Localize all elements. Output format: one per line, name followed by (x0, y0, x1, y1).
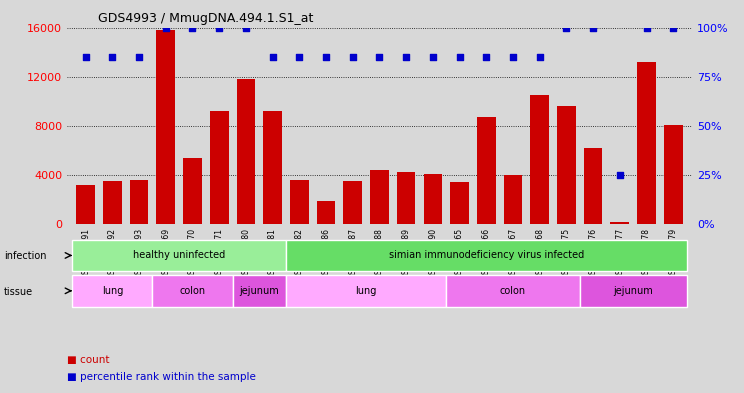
Text: GSM1249377: GSM1249377 (615, 228, 624, 279)
Text: GSM1249365: GSM1249365 (455, 228, 464, 279)
Point (320, 54, 332, 60)
Bar (72, 275, 153, 307)
Point (373, 54, 385, 60)
Bar (286, 275, 446, 307)
Bar (210, 111, 228, 224)
Text: GSM1249387: GSM1249387 (348, 228, 357, 279)
Point (133, 54, 145, 60)
Bar (637, 62, 656, 224)
Text: GSM1249378: GSM1249378 (642, 228, 651, 279)
Text: lung: lung (102, 286, 123, 296)
Text: GSM1249388: GSM1249388 (375, 228, 384, 279)
Bar (584, 148, 603, 224)
Bar (233, 275, 286, 307)
Point (507, 54, 519, 60)
Point (214, 24, 225, 31)
Point (560, 24, 572, 31)
Bar (397, 173, 415, 224)
Point (187, 24, 199, 31)
Bar (153, 275, 233, 307)
Bar (664, 125, 682, 224)
Point (533, 54, 545, 60)
Point (266, 54, 278, 60)
Text: GSM1249381: GSM1249381 (268, 228, 277, 279)
Text: GSM1249379: GSM1249379 (669, 228, 678, 279)
Point (400, 54, 412, 60)
Text: GSM1249366: GSM1249366 (482, 228, 491, 279)
Point (614, 172, 626, 178)
Text: ■ percentile rank within the sample: ■ percentile rank within the sample (67, 372, 256, 382)
Bar (446, 275, 580, 307)
Bar (156, 30, 175, 224)
Text: GSM1249382: GSM1249382 (295, 228, 304, 279)
Point (347, 54, 359, 60)
Text: GSM1249380: GSM1249380 (241, 228, 251, 279)
Text: colon: colon (500, 286, 526, 296)
Bar (370, 170, 389, 224)
Bar (580, 275, 687, 307)
Text: GSM1249371: GSM1249371 (215, 228, 224, 279)
Point (427, 54, 439, 60)
Point (293, 54, 305, 60)
Text: healthy uninfected: healthy uninfected (133, 250, 225, 261)
Text: GDS4993 / MmugDNA.494.1.S1_at: GDS4993 / MmugDNA.494.1.S1_at (98, 12, 313, 25)
Point (481, 54, 493, 60)
Text: jejunum: jejunum (613, 286, 653, 296)
Bar (611, 222, 629, 224)
Bar (557, 106, 576, 224)
Text: GSM1249370: GSM1249370 (188, 228, 197, 279)
Bar (77, 185, 95, 224)
Bar (317, 201, 336, 224)
Bar (72, 239, 286, 271)
Bar (477, 117, 496, 224)
Text: GSM1249369: GSM1249369 (161, 228, 170, 279)
Bar (263, 111, 282, 224)
Point (667, 24, 679, 31)
Point (587, 24, 599, 31)
Point (641, 24, 652, 31)
Bar (237, 79, 255, 224)
Text: colon: colon (179, 286, 205, 296)
Text: ■ count: ■ count (67, 354, 109, 365)
Bar (344, 181, 362, 224)
Bar (286, 239, 687, 271)
Text: GSM1249386: GSM1249386 (321, 228, 330, 279)
Text: GSM1249367: GSM1249367 (508, 228, 518, 279)
Text: GSM1249390: GSM1249390 (429, 228, 437, 279)
Text: GSM1249376: GSM1249376 (589, 228, 597, 279)
Bar (103, 181, 122, 224)
Point (240, 24, 252, 31)
Text: GSM1249375: GSM1249375 (562, 228, 571, 279)
Text: GSM1249368: GSM1249368 (535, 228, 544, 279)
Text: simian immunodeficiency virus infected: simian immunodeficiency virus infected (388, 250, 584, 261)
Bar (450, 182, 469, 224)
Point (106, 54, 118, 60)
Text: tissue: tissue (4, 286, 33, 297)
Text: lung: lung (356, 286, 376, 296)
Point (160, 24, 172, 31)
Text: GSM1249389: GSM1249389 (402, 228, 411, 279)
Text: jejunum: jejunum (240, 286, 279, 296)
Bar (423, 174, 442, 224)
Bar (504, 175, 522, 224)
Text: infection: infection (4, 251, 46, 261)
Text: GSM1249393: GSM1249393 (135, 228, 144, 279)
Point (80, 54, 92, 60)
Bar (183, 158, 202, 224)
Bar (290, 180, 309, 224)
Bar (530, 95, 549, 224)
Text: GSM1249392: GSM1249392 (108, 228, 117, 279)
Text: GSM1249391: GSM1249391 (81, 228, 90, 279)
Bar (129, 180, 148, 224)
Point (454, 54, 466, 60)
